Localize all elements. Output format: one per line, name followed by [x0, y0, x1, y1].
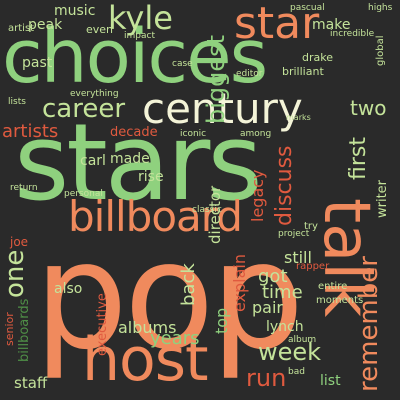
- word: biggest: [202, 34, 230, 124]
- word: staff: [14, 374, 48, 392]
- word: music: [54, 3, 96, 19]
- word: editor: [236, 69, 263, 79]
- word: discuss: [272, 145, 297, 226]
- word: lists: [8, 97, 26, 107]
- word: decade: [110, 125, 158, 140]
- word: career: [42, 94, 126, 124]
- word: first: [346, 137, 371, 180]
- word: kyle: [108, 0, 173, 37]
- word: even: [86, 23, 114, 36]
- word: incredible: [330, 29, 375, 39]
- word: return: [10, 183, 38, 193]
- word: years: [150, 328, 200, 349]
- word: artists: [2, 121, 59, 142]
- word: still: [284, 248, 312, 267]
- word: lynch: [266, 319, 304, 335]
- word: entire: [318, 281, 348, 292]
- word: host: [82, 325, 209, 395]
- word: stars: [14, 101, 263, 224]
- word: run: [246, 364, 287, 392]
- word: project: [278, 229, 310, 239]
- word: pascual: [290, 3, 325, 13]
- word: made: [110, 151, 150, 167]
- word: artist: [8, 23, 35, 34]
- word: brilliant: [282, 65, 324, 78]
- word: pop: [34, 210, 304, 382]
- word: try: [304, 221, 318, 232]
- word: got: [258, 266, 288, 287]
- word: star: [234, 0, 320, 49]
- word: remember: [354, 256, 384, 392]
- word: two: [350, 96, 387, 120]
- word: also: [54, 281, 83, 297]
- word: joe: [10, 235, 29, 249]
- word: bad: [288, 367, 305, 377]
- word: case: [172, 59, 193, 69]
- word: rise: [138, 169, 164, 185]
- word: choices: [2, 14, 268, 100]
- word: personal: [64, 189, 103, 199]
- word: marks: [286, 113, 311, 122]
- word: moments: [316, 295, 364, 306]
- word: executive: [95, 293, 110, 356]
- word: explain: [230, 253, 249, 312]
- word: billboards: [17, 298, 32, 362]
- word: billboard: [68, 192, 243, 241]
- word: list: [320, 373, 341, 389]
- word: among: [240, 129, 272, 139]
- word: highs: [368, 3, 393, 13]
- word: century: [142, 84, 303, 133]
- word: global: [375, 35, 386, 67]
- word: impact: [124, 31, 155, 41]
- word: classic: [192, 205, 222, 215]
- word: drake: [302, 51, 333, 64]
- word: albums: [118, 318, 177, 337]
- word: peak: [28, 17, 63, 33]
- word: rapper: [296, 261, 330, 272]
- word: top: [212, 307, 231, 334]
- word: senior: [3, 312, 16, 346]
- word: legacy: [248, 169, 267, 222]
- word: time: [262, 282, 303, 303]
- word: one: [0, 249, 30, 298]
- word: album: [288, 335, 317, 345]
- word: week: [258, 338, 322, 366]
- word: iconic: [180, 129, 207, 139]
- word: back: [178, 263, 199, 306]
- word: writer: [375, 179, 390, 218]
- word: make: [312, 17, 351, 33]
- word: past: [22, 55, 53, 71]
- word: pair: [252, 298, 283, 317]
- word: everything: [70, 89, 119, 99]
- word: carl: [80, 153, 106, 169]
